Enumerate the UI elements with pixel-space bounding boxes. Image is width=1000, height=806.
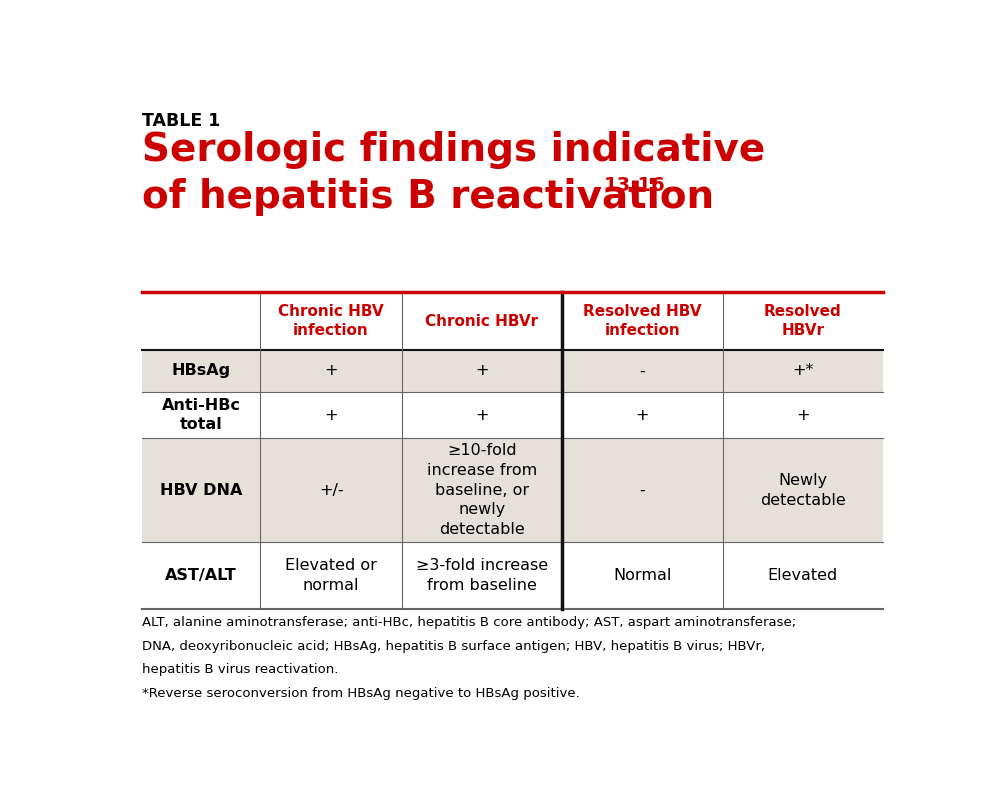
Text: of hepatitis B reactivation: of hepatitis B reactivation [142,178,714,216]
Text: Newly
detectable: Newly detectable [760,473,846,508]
Text: *Reverse seroconversion from HBsAg negative to HBsAg positive.: *Reverse seroconversion from HBsAg negat… [142,687,580,700]
Text: -: - [639,364,645,378]
Text: Chronic HBVr: Chronic HBVr [425,314,539,329]
Text: ALT, alanine aminotransferase; anti-HBc, hepatitis B core antibody; AST, aspart : ALT, alanine aminotransferase; anti-HBc,… [142,616,796,629]
Text: 13,16: 13,16 [604,177,666,195]
Text: Anti-HBc
total: Anti-HBc total [162,398,241,432]
Text: +: + [475,408,489,422]
Text: Elevated: Elevated [768,568,838,583]
Bar [142,350,883,392]
Text: TABLE 1: TABLE 1 [142,112,220,131]
Text: hepatitis B virus reactivation.: hepatitis B virus reactivation. [142,663,338,676]
Text: -: - [639,483,645,497]
Text: ≥3-fold increase
from baseline: ≥3-fold increase from baseline [416,558,548,592]
Bar [142,293,883,350]
Text: Chronic HBV
infection: Chronic HBV infection [278,304,384,339]
Text: +/-: +/- [319,483,343,497]
Bar [142,438,883,542]
Bar [142,542,883,609]
Text: Elevated or
normal: Elevated or normal [285,558,377,592]
Bar [142,392,883,438]
Text: +: + [636,408,649,422]
Text: Resolved
HBVr: Resolved HBVr [764,304,842,339]
Text: Serologic findings indicative: Serologic findings indicative [142,131,765,168]
Text: Resolved HBV
infection: Resolved HBV infection [583,304,702,339]
Text: +: + [475,364,489,378]
Text: AST/ALT: AST/ALT [165,568,237,583]
Text: DNA, deoxyribonucleic acid; HBsAg, hepatitis B surface antigen; HBV, hepatitis B: DNA, deoxyribonucleic acid; HBsAg, hepat… [142,640,765,653]
Text: +*: +* [792,364,813,378]
Text: +: + [324,408,338,422]
Text: +: + [324,364,338,378]
Text: HBsAg: HBsAg [172,364,231,378]
Text: HBV DNA: HBV DNA [160,483,242,497]
Text: ≥10-fold
increase from
baseline, or
newly
detectable: ≥10-fold increase from baseline, or newl… [427,443,537,538]
Text: Normal: Normal [613,568,672,583]
Text: +: + [796,408,809,422]
